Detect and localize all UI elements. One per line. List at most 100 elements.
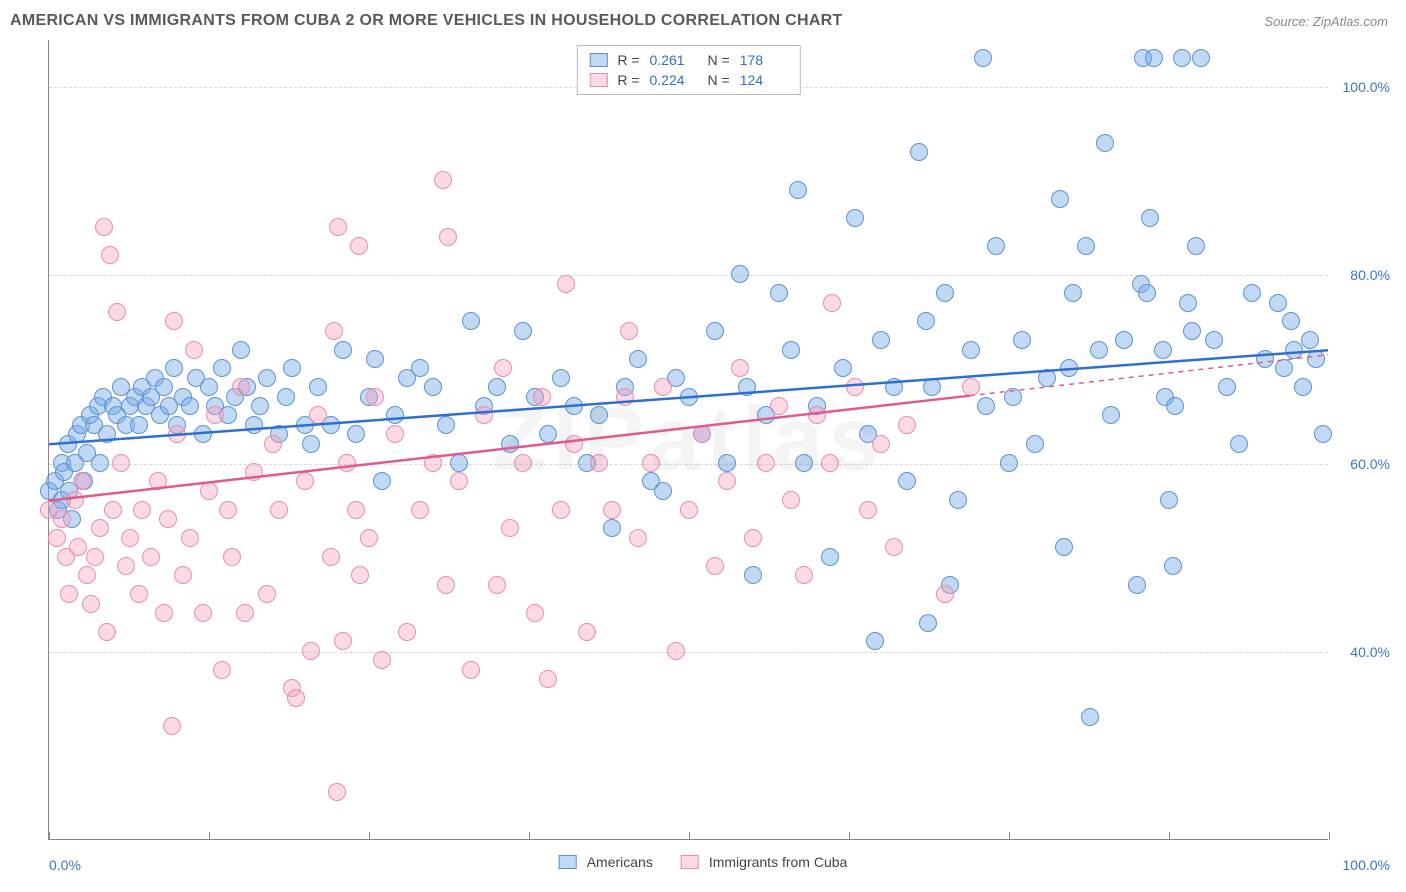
data-point (60, 585, 78, 603)
data-point (350, 237, 368, 255)
data-point (101, 246, 119, 264)
trend-line-extrapolated (970, 355, 1328, 396)
data-point (223, 548, 241, 566)
data-point (923, 378, 941, 396)
data-point (1307, 350, 1325, 368)
data-point (738, 378, 756, 396)
data-point (821, 548, 839, 566)
data-point (654, 482, 672, 500)
data-point (329, 218, 347, 236)
data-point (104, 501, 122, 519)
data-point (194, 604, 212, 622)
series-name: Americans (587, 854, 653, 870)
data-point (859, 501, 877, 519)
data-point (1218, 378, 1236, 396)
data-point (823, 294, 841, 312)
data-point (163, 717, 181, 735)
data-point (898, 472, 916, 490)
source-credit: Source: ZipAtlas.com (1264, 14, 1388, 29)
data-point (360, 529, 378, 547)
data-point (514, 454, 532, 472)
source-link[interactable]: ZipAtlas.com (1313, 14, 1388, 29)
data-point (287, 689, 305, 707)
y-tick-label: 40.0% (1350, 644, 1390, 660)
data-point (386, 406, 404, 424)
data-point (680, 501, 698, 519)
data-point (782, 491, 800, 509)
data-point (949, 491, 967, 509)
data-point (264, 435, 282, 453)
source-prefix: Source: (1264, 14, 1312, 29)
data-point (565, 435, 583, 453)
x-tick (849, 832, 850, 840)
data-point (1164, 557, 1182, 575)
data-point (770, 397, 788, 415)
data-point (82, 595, 100, 613)
data-point (347, 501, 365, 519)
x-tick (529, 832, 530, 840)
data-point (744, 566, 762, 584)
data-point (846, 209, 864, 227)
data-point (501, 435, 519, 453)
x-tick (209, 832, 210, 840)
data-point (488, 576, 506, 594)
data-point (302, 642, 320, 660)
data-point (706, 557, 724, 575)
y-tick-label: 60.0% (1350, 456, 1390, 472)
data-point (200, 378, 218, 396)
data-point (155, 378, 173, 396)
scatter-plot-area: ZIPatlas R =0.261N =178R =0.224N =124 0.… (48, 40, 1328, 840)
data-point (1269, 294, 1287, 312)
data-point (1282, 312, 1300, 330)
data-point (165, 312, 183, 330)
data-point (1243, 284, 1261, 302)
data-point (1102, 406, 1120, 424)
data-point (552, 501, 570, 519)
data-point (366, 350, 384, 368)
data-point (642, 454, 660, 472)
data-point (514, 322, 532, 340)
data-point (1115, 331, 1133, 349)
data-point (919, 614, 937, 632)
data-point (95, 218, 113, 236)
data-point (91, 454, 109, 472)
stats-legend-row: R =0.224N =124 (589, 72, 787, 88)
data-point (91, 519, 109, 537)
data-point (821, 454, 839, 472)
data-point (590, 454, 608, 472)
data-point (232, 378, 250, 396)
n-label: N = (708, 72, 730, 88)
data-point (149, 472, 167, 490)
r-label: R = (617, 52, 639, 68)
data-point (1166, 397, 1184, 415)
data-point (620, 322, 638, 340)
data-point (1128, 576, 1146, 594)
data-point (557, 275, 575, 293)
r-value: 0.261 (650, 52, 698, 68)
data-point (325, 322, 343, 340)
stats-legend: R =0.261N =178R =0.224N =124 (576, 45, 800, 95)
data-point (872, 435, 890, 453)
data-point (48, 529, 66, 547)
data-point (386, 425, 404, 443)
data-point (200, 482, 218, 500)
data-point (1026, 435, 1044, 453)
data-point (258, 369, 276, 387)
data-point (334, 341, 352, 359)
data-point (795, 566, 813, 584)
data-point (603, 501, 621, 519)
data-point (411, 359, 429, 377)
data-point (977, 397, 995, 415)
data-point (731, 265, 749, 283)
data-point (78, 566, 96, 584)
data-point (296, 472, 314, 490)
n-label: N = (708, 52, 730, 68)
data-point (475, 406, 493, 424)
data-point (789, 181, 807, 199)
data-point (834, 359, 852, 377)
chart-container: AMERICAN VS IMMIGRANTS FROM CUBA 2 OR MO… (0, 0, 1406, 892)
data-point (846, 378, 864, 396)
data-point (1205, 331, 1223, 349)
data-point (174, 566, 192, 584)
data-point (236, 604, 254, 622)
